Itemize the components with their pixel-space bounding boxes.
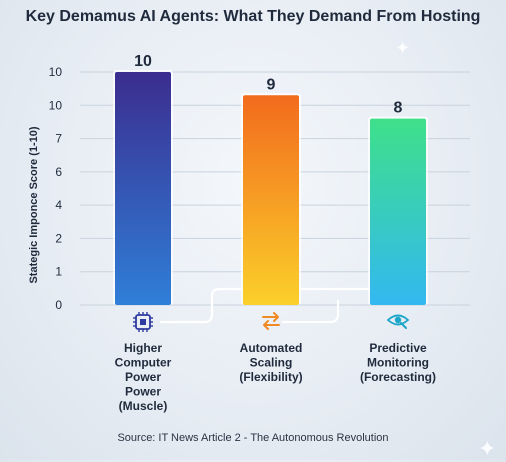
cpu-chip-icon bbox=[133, 312, 153, 332]
x-category-label: Higher Computer Power Power (Muscle) bbox=[115, 341, 172, 413]
bar bbox=[370, 118, 426, 305]
y-tick-label: 10 bbox=[49, 65, 63, 79]
bar-value-label: 10 bbox=[134, 53, 152, 70]
swap-arrows-icon bbox=[262, 312, 280, 330]
y-tick-label: 10 bbox=[49, 98, 63, 112]
source-note: Source: IT News Article 2 - The Autonomo… bbox=[117, 432, 389, 444]
bar-value-label: 9 bbox=[267, 76, 276, 93]
y-tick-label: 0 bbox=[55, 298, 62, 312]
y-tick-label: 1 bbox=[55, 265, 62, 279]
chart-title: Key Demamus AI Agents: What They Demand … bbox=[25, 8, 481, 25]
x-category-label: Predictive Monitoring (Forecasting) bbox=[360, 341, 436, 384]
bar bbox=[243, 95, 299, 305]
y-tick-label: 7 bbox=[55, 132, 62, 146]
x-category-label: Automated Scaling (Flexibility) bbox=[239, 341, 302, 384]
bar bbox=[115, 72, 171, 305]
sparkle-icon: ✦ bbox=[478, 436, 497, 461]
eye-scan-icon bbox=[386, 314, 410, 329]
sparkle-icon: ✦ bbox=[395, 38, 411, 58]
y-tick-label: 2 bbox=[55, 231, 62, 245]
bar-value-label: 8 bbox=[394, 100, 403, 117]
y-axis-label: Stategic Imponce Score (1-10) bbox=[28, 126, 40, 283]
y-tick-label: 4 bbox=[55, 198, 62, 212]
y-tick-label: 6 bbox=[55, 165, 62, 179]
